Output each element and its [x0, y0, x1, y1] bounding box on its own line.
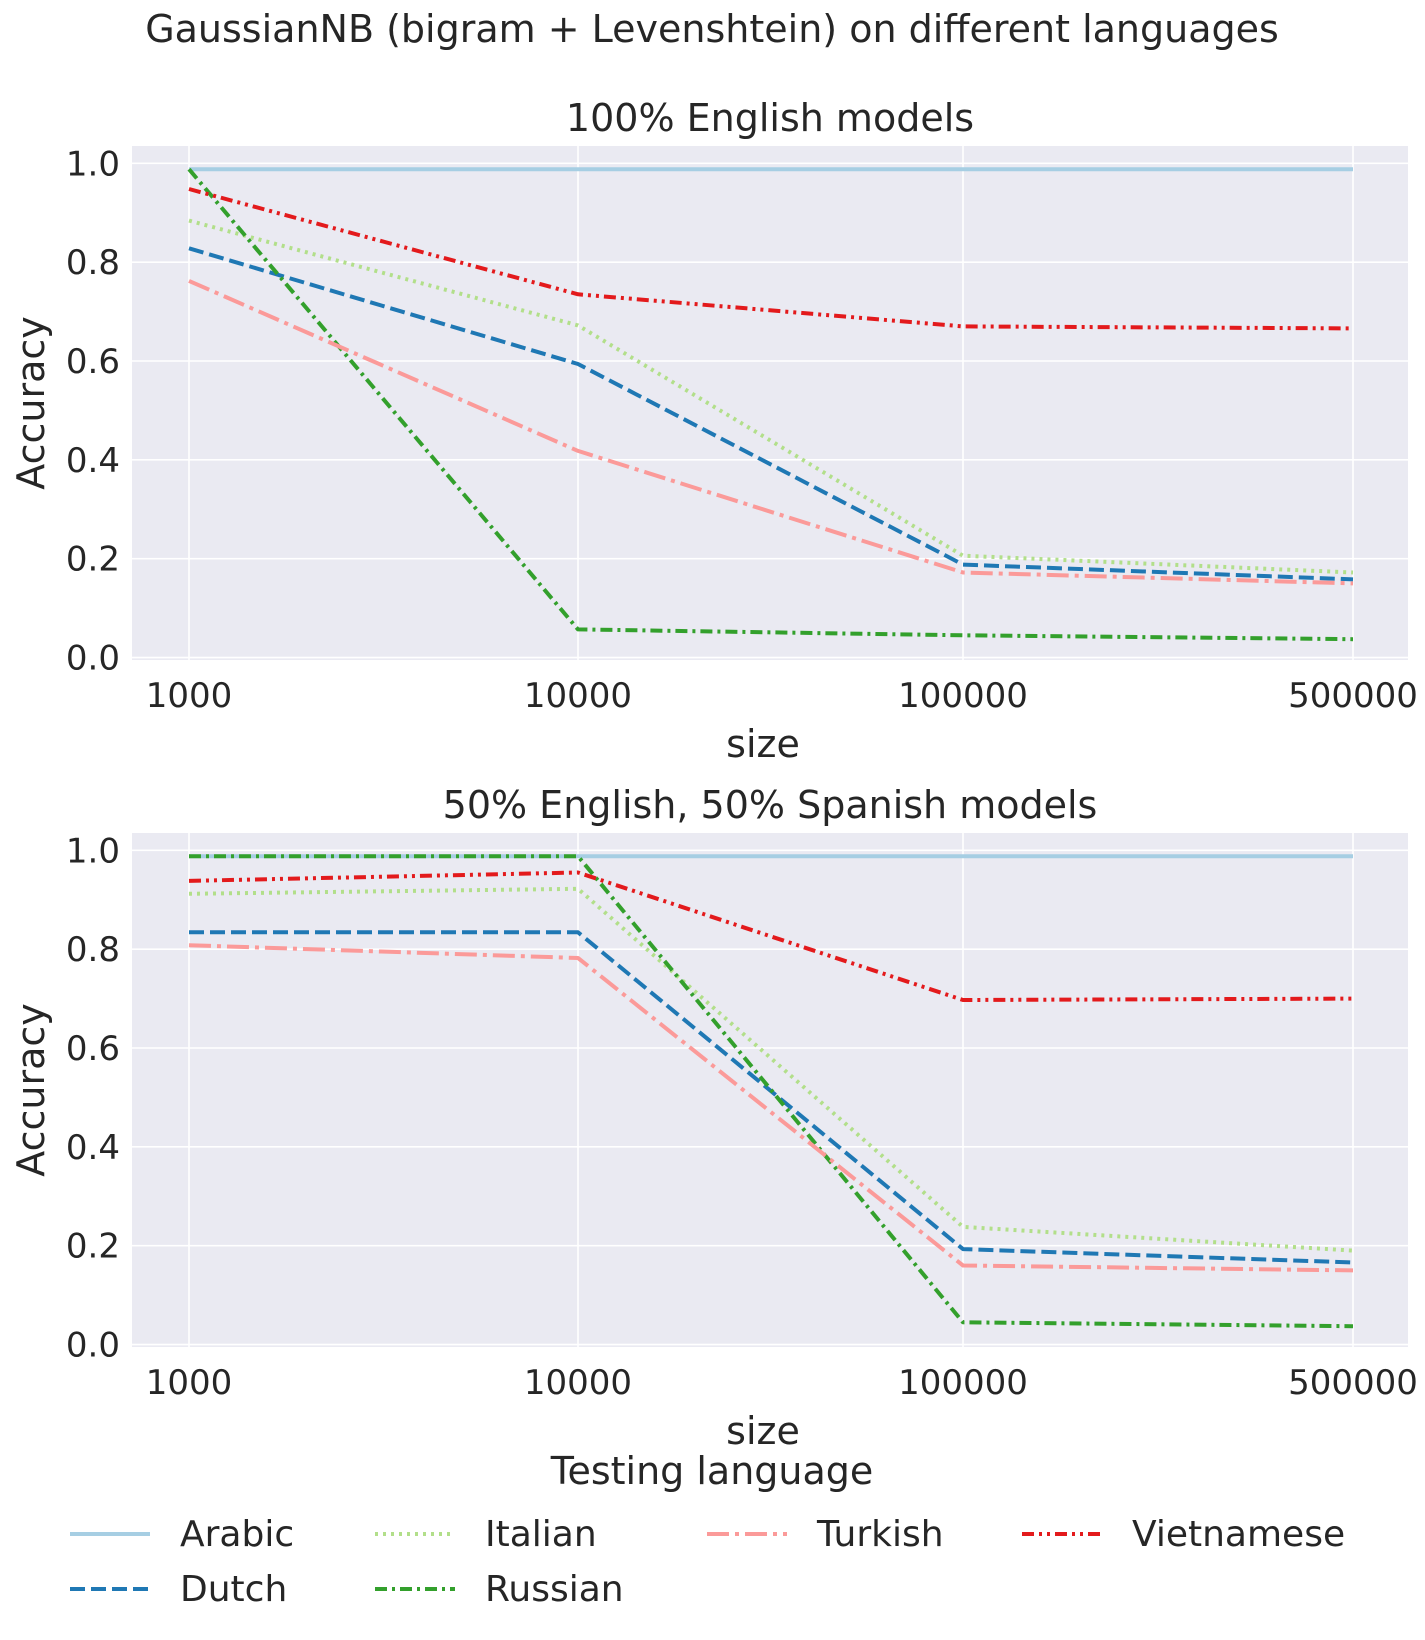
- x-tick-label: 1000: [146, 676, 233, 716]
- figure-title: GaussianNB (bigram + Levenshtein) on dif…: [145, 7, 1279, 51]
- y-tick-label: 0.6: [66, 342, 120, 382]
- x-tick-label: 10000: [524, 1363, 632, 1403]
- y-axis-label: Accuracy: [9, 1003, 53, 1177]
- y-tick-label: 0.2: [66, 540, 120, 580]
- x-tick-label: 100000: [898, 676, 1028, 716]
- legend-label-vietnamese: Vietnamese: [1132, 1514, 1345, 1555]
- y-tick-label: 0.8: [66, 930, 120, 970]
- series-line-russian: [187, 167, 1354, 642]
- legend-label-russian: Russian: [485, 1569, 624, 1610]
- x-tick-label: 500000: [1288, 1363, 1418, 1403]
- series-line-italian: [188, 886, 1354, 1253]
- plot-area: [132, 146, 1408, 660]
- x-axis-label: size: [726, 1409, 800, 1453]
- x-tick-label: 500000: [1288, 676, 1418, 716]
- x-tick-label: 10000: [524, 676, 632, 716]
- series-line-dutch: [188, 246, 1354, 582]
- y-tick-label: 0.0: [66, 1326, 120, 1366]
- series-line-italian: [188, 218, 1354, 575]
- legend-label-italian: Italian: [485, 1514, 597, 1555]
- y-tick-label: 0.4: [66, 441, 120, 481]
- y-tick-label: 1.0: [66, 144, 120, 184]
- y-tick-label: 0.8: [66, 243, 120, 283]
- legend-label-arabic: Arabic: [180, 1514, 294, 1555]
- series-line-vietnamese: [188, 187, 1354, 331]
- legend: Testing language Arabic Dutch Italian Russi…: [70, 1449, 1345, 1610]
- legend-title: Testing language: [550, 1449, 874, 1493]
- series-line-turkish: [188, 943, 1354, 1273]
- subplot-title: 100% English models: [566, 96, 974, 140]
- legend-label-turkish: Turkish: [816, 1514, 944, 1555]
- subplot-title: 50% English, 50% Spanish models: [443, 783, 1098, 827]
- series-line-russian: [189, 854, 1354, 1329]
- subplot-top: 0.0 0.2 0.4 0.6 0.8 1.0 1000 10000 100000 500000 1…: [9, 96, 1418, 766]
- series-line-turkish: [188, 279, 1354, 586]
- x-tick-label: 1000: [146, 1363, 233, 1403]
- y-tick-label: 1.0: [66, 831, 120, 871]
- legend-label-dutch: Dutch: [180, 1569, 287, 1610]
- y-tick-label: 0.0: [66, 639, 120, 679]
- x-tick-label: 100000: [898, 1363, 1028, 1403]
- y-axis-label: Accuracy: [9, 316, 53, 490]
- y-tick-label: 0.6: [66, 1029, 120, 1069]
- y-tick-label: 0.4: [66, 1128, 120, 1168]
- x-axis-label: size: [726, 722, 800, 766]
- subplot-bottom: 0.0 0.2 0.4 0.6 0.8 1.0 1000 10000 100000 500000 5…: [9, 783, 1418, 1453]
- y-tick-label: 0.2: [66, 1227, 120, 1267]
